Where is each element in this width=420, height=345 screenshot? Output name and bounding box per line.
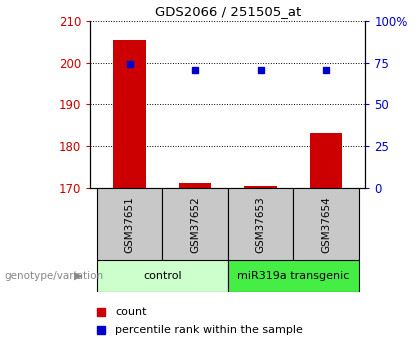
Text: control: control [143, 271, 182, 281]
Text: count: count [115, 307, 147, 317]
Text: GSM37652: GSM37652 [190, 196, 200, 253]
Bar [293, 188, 359, 260]
Text: percentile rank within the sample: percentile rank within the sample [115, 325, 303, 335]
Bar [228, 260, 359, 292]
Text: genotype/variation: genotype/variation [4, 271, 103, 281]
Bar [97, 260, 228, 292]
Bar [310, 133, 342, 188]
Bar [244, 186, 277, 188]
Text: GSM37654: GSM37654 [321, 196, 331, 253]
Title: GDS2066 / 251505_at: GDS2066 / 251505_at [155, 5, 301, 18]
Bar [228, 188, 293, 260]
Bar [97, 188, 163, 260]
Bar [179, 183, 212, 188]
Text: ▶: ▶ [74, 271, 82, 281]
Text: miR319a transgenic: miR319a transgenic [237, 271, 349, 281]
Text: GSM37651: GSM37651 [125, 196, 134, 253]
Bar [113, 40, 146, 188]
Text: GSM37653: GSM37653 [256, 196, 265, 253]
Bar [163, 188, 228, 260]
